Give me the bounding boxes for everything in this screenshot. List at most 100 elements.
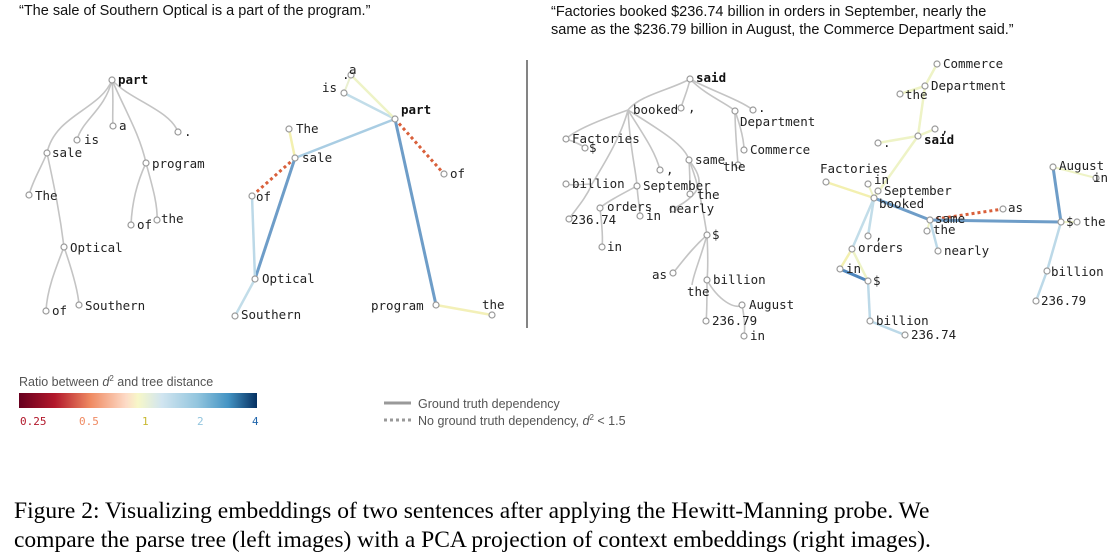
word-the: the: [905, 87, 928, 102]
word-same: same: [695, 152, 725, 167]
embedding-projection-2: Commerce the Department . , said Factori…: [820, 56, 1108, 342]
word-is: is: [322, 80, 337, 95]
word-as: as: [652, 267, 667, 282]
word-September: September: [884, 183, 952, 198]
word-Commerce: Commerce: [750, 142, 810, 157]
word-in: in: [607, 239, 622, 254]
edge-part-sale: [294, 117, 396, 160]
word-booked: booked: [879, 196, 924, 211]
word-September: September: [643, 178, 711, 193]
sentence-2-quote-line2: same as the $236.79 billion in August, t…: [551, 22, 1014, 38]
word-of: of: [52, 303, 67, 318]
word-Commerce: Commerce: [943, 56, 1003, 71]
word-Optical: Optical: [262, 271, 315, 286]
word-said: said: [696, 70, 726, 85]
word-the: the: [697, 187, 720, 202]
word-the: the: [482, 297, 505, 312]
legend-dashed-label: No ground truth dependency, d2 < 1.5: [418, 413, 626, 428]
word-a: a: [349, 62, 357, 77]
word-billion: billion: [713, 272, 766, 287]
word-period: .: [883, 135, 891, 150]
word-part: part: [401, 102, 431, 117]
legend-solid-label: Ground truth dependency: [418, 397, 561, 411]
word-billion: billion: [572, 176, 625, 191]
word-Southern: Southern: [85, 298, 145, 313]
edge-sale-The: [287, 128, 297, 159]
sentence-2-quote: “Factories booked $236.74 billion in ord…: [551, 3, 1014, 39]
colorbar-title: Ratio between d2 and tree distance: [19, 374, 213, 389]
word-billion: billion: [1051, 264, 1104, 279]
word-dollar: $: [712, 227, 720, 242]
word-of: of: [137, 217, 152, 232]
word-the: the: [933, 222, 956, 237]
edge-part-program: [393, 118, 438, 306]
colorbar-tick-0.5: 0.5: [79, 415, 99, 428]
word-nearly: nearly: [944, 243, 990, 258]
word-orders: orders: [858, 240, 903, 255]
word-the: the: [687, 284, 710, 299]
colorbar-tick-4: 4: [252, 415, 259, 428]
word-sale: sale: [52, 145, 82, 160]
word-236.74: 236.74: [911, 327, 956, 342]
colorbar-tick-1: 1: [142, 415, 149, 428]
word-dollar: $: [589, 140, 597, 155]
word-dollar: $: [1066, 214, 1074, 229]
word-the: the: [723, 159, 746, 174]
word-Factories: Factories: [572, 131, 640, 146]
word-same: same: [935, 211, 965, 226]
word-in: in: [646, 208, 661, 223]
colorbar-tick-2: 2: [197, 415, 204, 428]
word-Department: Department: [931, 78, 1006, 93]
word-dollar: $: [873, 273, 881, 288]
word-Factories: Factories: [820, 161, 888, 176]
word-as: as: [1008, 200, 1023, 215]
figure-graphics: part is a . sale program The of the Opti…: [19, 56, 1108, 428]
colorbar: Ratio between d2 and tree distance 0.25 …: [19, 374, 259, 428]
word-in: in: [846, 261, 861, 276]
parse-tree-1: part is a . sale program The of the Opti…: [25, 72, 205, 318]
word-236.79: 236.79: [712, 313, 757, 328]
word-Department: Department: [740, 114, 815, 129]
word-sale: sale: [302, 150, 332, 165]
word-in: in: [1093, 170, 1108, 185]
word-The: The: [35, 188, 58, 203]
word-a: a: [119, 118, 127, 133]
edge-Optical-of: [250, 195, 257, 280]
word-comma: ,: [875, 228, 883, 243]
sentence-1-quote: “The sale of Southern Optical is a part …: [19, 3, 371, 19]
sentence-2-quote-line1: “Factories booked $236.74 billion in ord…: [551, 4, 987, 20]
edge-Optical-Southern: [233, 278, 257, 317]
word-Southern: Southern: [241, 307, 301, 322]
edge-part-is: [343, 91, 396, 121]
edge-part-a: [350, 74, 396, 120]
embedding-projection-1: is . a part The sale of of Optical South…: [231, 62, 505, 322]
word-of: of: [450, 166, 465, 181]
edge-legend: Ground truth dependency No ground truth …: [384, 397, 626, 428]
word-program: program: [152, 156, 205, 171]
dashed-edge-part-of: [393, 118, 446, 175]
word-period: .: [342, 67, 350, 82]
word-236.74: 236.74: [571, 212, 616, 227]
word-orders: orders: [607, 199, 652, 214]
word-comma: ,: [941, 121, 949, 136]
figure: “The sale of Southern Optical is a part …: [19, 3, 1108, 428]
word-The: The: [296, 121, 319, 136]
word-the: the: [1083, 214, 1106, 229]
word-is: is: [84, 132, 99, 147]
word-program: program: [371, 298, 424, 313]
word-booked: booked: [633, 102, 678, 117]
word-said: said: [924, 132, 954, 147]
colorbar-gradient: [19, 393, 257, 408]
word-billion: billion: [876, 313, 929, 328]
figure-caption: Figure 2: Visualizing embeddings of two …: [14, 497, 1114, 555]
word-in: in: [874, 172, 889, 187]
word-comma: ,: [666, 162, 674, 177]
word-August: August: [1059, 158, 1104, 173]
caption-line-1: Figure 2: Visualizing embeddings of two …: [14, 498, 930, 524]
colorbar-tick-0.25: 0.25: [20, 415, 47, 428]
edge-sale-Optical: [253, 157, 297, 280]
caption-line-2: compare the parse tree (left images) wit…: [14, 527, 931, 553]
word-comma: ,: [688, 100, 696, 115]
word-period: .: [758, 100, 766, 115]
word-period: .: [184, 124, 192, 139]
